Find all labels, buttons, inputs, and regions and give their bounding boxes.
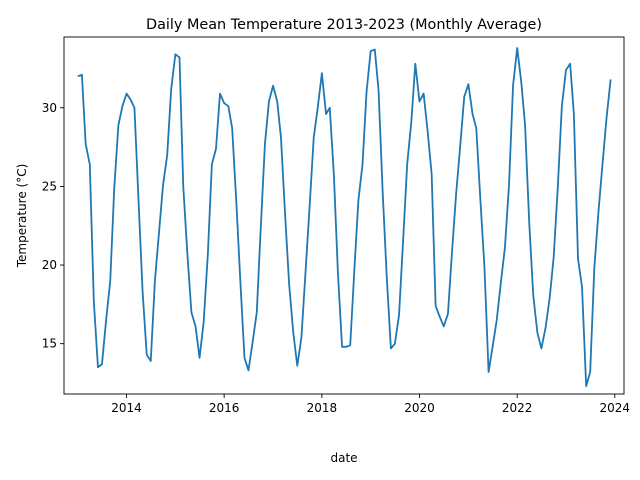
x-tick-label: 2014 (111, 401, 142, 415)
x-axis: 2014 2016 2018 2020 2022 2024 (111, 394, 630, 415)
x-axis-label: date (330, 451, 357, 465)
y-tick-label: 15 (42, 337, 57, 351)
x-tick-label: 2020 (404, 401, 435, 415)
x-tick-label: 2016 (209, 401, 240, 415)
chart-title: Daily Mean Temperature 2013-2023 (Monthl… (146, 17, 542, 33)
x-tick-label: 2018 (307, 401, 338, 415)
y-axis: 15 20 25 30 (42, 101, 64, 351)
x-tick-label: 2024 (600, 401, 631, 415)
y-axis-label: Temperature (°C) (15, 164, 29, 269)
y-tick-label: 30 (42, 101, 57, 115)
y-tick-label: 25 (42, 179, 57, 193)
plot-frame (63, 36, 625, 395)
series-line (77, 47, 612, 388)
plot-area (63, 36, 625, 395)
x-tick-label: 2022 (502, 401, 533, 415)
y-tick-label: 20 (42, 258, 57, 272)
